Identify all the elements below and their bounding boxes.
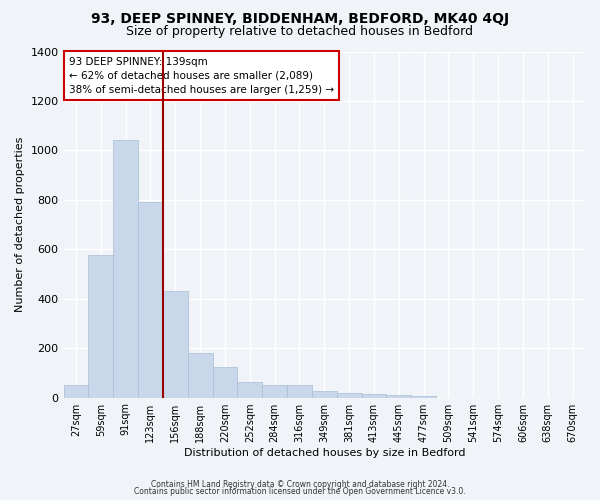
Bar <box>262 385 287 398</box>
Y-axis label: Number of detached properties: Number of detached properties <box>15 137 25 312</box>
X-axis label: Distribution of detached houses by size in Bedford: Distribution of detached houses by size … <box>184 448 465 458</box>
Bar <box>188 353 212 398</box>
Bar <box>312 390 337 398</box>
Bar <box>88 256 113 398</box>
Bar <box>411 396 436 398</box>
Bar <box>163 292 188 398</box>
Text: 93 DEEP SPINNEY: 139sqm
← 62% of detached houses are smaller (2,089)
38% of semi: 93 DEEP SPINNEY: 139sqm ← 62% of detache… <box>69 56 334 94</box>
Bar <box>362 394 386 398</box>
Text: Contains HM Land Registry data © Crown copyright and database right 2024.: Contains HM Land Registry data © Crown c… <box>151 480 449 489</box>
Bar <box>64 385 88 398</box>
Text: 93, DEEP SPINNEY, BIDDENHAM, BEDFORD, MK40 4QJ: 93, DEEP SPINNEY, BIDDENHAM, BEDFORD, MK… <box>91 12 509 26</box>
Bar <box>386 395 411 398</box>
Bar <box>138 202 163 398</box>
Bar <box>238 382 262 398</box>
Bar <box>337 392 362 398</box>
Text: Size of property relative to detached houses in Bedford: Size of property relative to detached ho… <box>127 25 473 38</box>
Text: Contains public sector information licensed under the Open Government Licence v3: Contains public sector information licen… <box>134 487 466 496</box>
Bar <box>287 385 312 398</box>
Bar <box>212 366 238 398</box>
Bar <box>113 140 138 398</box>
